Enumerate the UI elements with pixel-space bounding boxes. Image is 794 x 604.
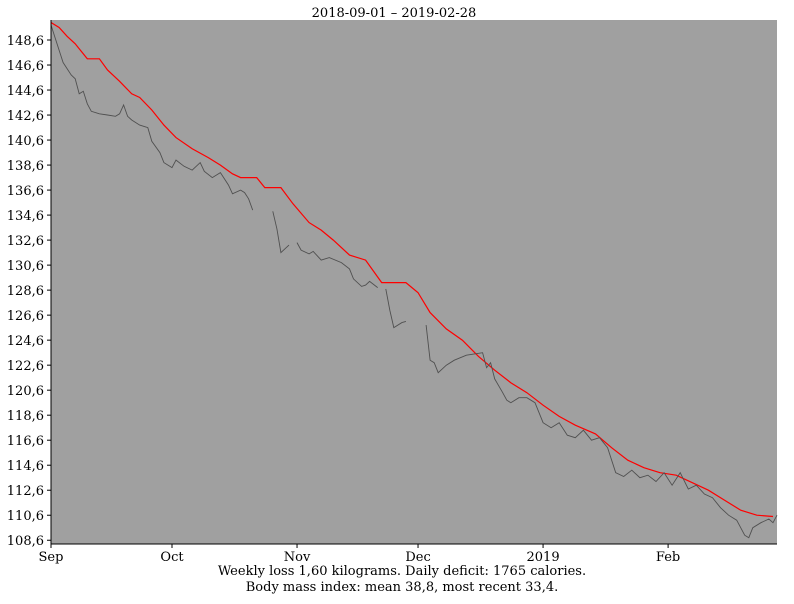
- y-tick-label: 122,6: [7, 359, 44, 374]
- footer-bmi: Body mass index: mean 38,8, most recent …: [246, 580, 558, 595]
- y-tick-label: 138,6: [7, 159, 44, 174]
- y-tick-label: 132,6: [7, 234, 44, 249]
- y-tick-label: 126,6: [7, 309, 44, 324]
- footer-summary: Weekly loss 1,60 kilograms. Daily defici…: [218, 564, 586, 579]
- y-tick-label: 140,6: [7, 134, 44, 149]
- x-tick-label: Dec: [405, 550, 430, 565]
- y-tick-label: 108,6: [7, 534, 44, 549]
- series-line-measured: [296, 242, 378, 288]
- y-tick-label: 134,6: [7, 209, 44, 224]
- y-tick-label: 144,6: [7, 84, 44, 99]
- x-tick-label: Oct: [160, 550, 184, 565]
- y-tick-label: 118,6: [7, 409, 44, 424]
- series-layer: [50, 21, 778, 539]
- y-tick-label: 136,6: [7, 184, 44, 199]
- series-line-trend: [50, 21, 774, 518]
- series-line-measured: [385, 288, 407, 329]
- x-tick-label: Sep: [39, 550, 64, 565]
- y-tick-label: 116,6: [7, 434, 44, 449]
- y-tick-label: 120,6: [7, 384, 44, 399]
- series-line-measured: [425, 325, 778, 539]
- y-tick-label: 110,6: [7, 509, 44, 524]
- series-line-measured: [272, 211, 290, 254]
- y-tick-label: 130,6: [7, 259, 44, 274]
- y-tick-label: 114,6: [7, 459, 44, 474]
- x-axis: Sep Oct Nov Dec 2019 Feb: [39, 544, 680, 565]
- chart-title: 2018-09-01 – 2019-02-28: [312, 6, 477, 21]
- y-tick-label: 128,6: [7, 284, 44, 299]
- y-tick-label: 142,6: [7, 109, 44, 124]
- y-tick-label: 146,6: [7, 59, 44, 74]
- plot-area: [51, 20, 777, 544]
- x-tick-label: 2019: [527, 550, 560, 565]
- y-tick-label: 148,6: [7, 34, 44, 49]
- y-tick-label: 112,6: [7, 484, 44, 499]
- x-tick-label: Feb: [656, 550, 680, 565]
- y-tick-label: 124,6: [7, 334, 44, 349]
- y-axis: 108,6 110,6 112,6 114,6 116,6 118,6 120,6 122,6…: [7, 34, 51, 549]
- series-line-measured: [50, 24, 254, 211]
- x-tick-label: Nov: [284, 550, 311, 565]
